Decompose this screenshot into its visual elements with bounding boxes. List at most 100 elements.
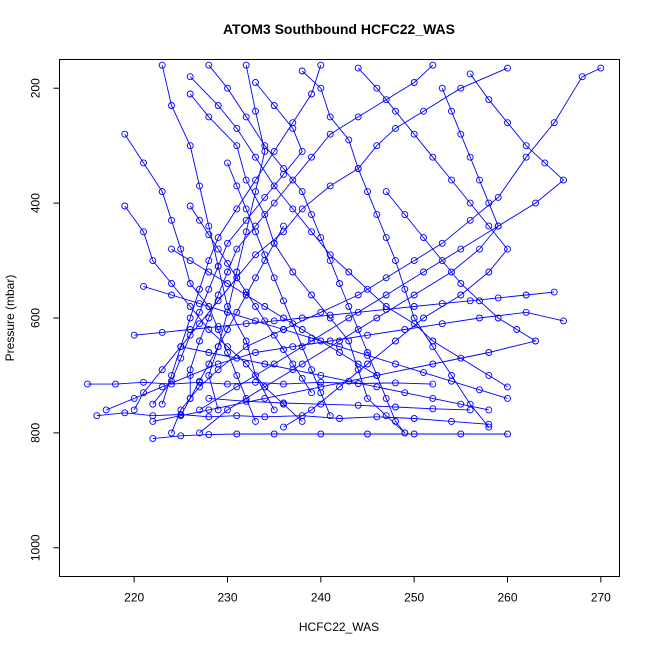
data-point: [196, 285, 203, 293]
data-point: [298, 188, 306, 196]
data-point: [270, 239, 278, 247]
data-point: [578, 73, 586, 81]
data-point: [261, 413, 269, 421]
data-point: [280, 222, 287, 230]
data-point: [373, 84, 381, 92]
data-point: [261, 383, 269, 391]
data-point: [438, 239, 446, 247]
data-point: [140, 282, 147, 290]
data-point: [410, 415, 418, 422]
data-point: [522, 308, 530, 316]
y-tick-label: 1000: [29, 534, 43, 561]
data-point: [466, 297, 474, 305]
data-point: [392, 107, 399, 115]
data-point: [252, 188, 259, 196]
data-point: [186, 257, 194, 265]
data-point: [233, 182, 241, 190]
data-point: [317, 389, 325, 397]
data-point: [261, 142, 269, 150]
data-point: [448, 268, 455, 276]
data-point: [504, 245, 511, 253]
data-point: [485, 222, 493, 230]
data-point: [205, 371, 213, 379]
data-point: [168, 102, 175, 109]
data-point: [224, 380, 231, 388]
data-point: [233, 383, 241, 391]
data-point: [522, 142, 530, 150]
data-point: [466, 70, 474, 78]
data-point: [308, 406, 315, 414]
data-point: [186, 73, 194, 81]
y-tick-label: 200: [29, 78, 43, 98]
data-point: [252, 153, 259, 161]
data-point: [158, 188, 166, 196]
series-line: [143, 285, 508, 399]
data-point: [233, 412, 241, 420]
data-point: [392, 417, 399, 425]
data-point: [420, 314, 427, 322]
data-point: [382, 96, 390, 104]
data-point: [429, 153, 437, 161]
data-point: [354, 326, 362, 333]
data-point: [420, 234, 427, 242]
data-point: [438, 257, 446, 265]
data-point: [298, 205, 306, 213]
data-point: [270, 430, 278, 438]
data-point: [457, 354, 465, 362]
data-point: [317, 234, 325, 242]
data-point: [252, 274, 259, 282]
data-point: [476, 297, 483, 305]
data-point: [410, 257, 418, 265]
data-point: [410, 130, 418, 138]
data-point: [429, 405, 437, 413]
data-point: [317, 84, 325, 92]
data-point: [448, 176, 455, 184]
data-point: [196, 308, 203, 316]
data-point: [242, 113, 250, 121]
data-point: [522, 291, 530, 299]
data-point: [298, 326, 306, 333]
data-point: [392, 337, 399, 345]
data-point: [149, 417, 157, 425]
series-line: [152, 82, 303, 405]
data-point: [242, 61, 250, 69]
data-point: [289, 320, 297, 328]
data-point: [504, 64, 511, 72]
data-point: [196, 337, 203, 345]
data-point: [261, 211, 269, 219]
data-point: [457, 430, 465, 438]
x-tick-label: 250: [404, 591, 424, 605]
series-line: [87, 381, 433, 385]
series-line: [208, 397, 471, 411]
data-point: [270, 147, 278, 155]
data-point: [392, 403, 399, 411]
data-point: [401, 326, 409, 333]
data-point: [401, 429, 409, 437]
data-point: [214, 291, 222, 299]
data-point: [354, 360, 362, 368]
data-point: [420, 107, 427, 115]
data-point: [233, 308, 241, 316]
data-point: [354, 113, 362, 121]
data-point: [401, 285, 409, 293]
data-point: [205, 61, 213, 69]
data-point: [466, 406, 474, 414]
data-point: [392, 360, 399, 368]
data-point: [168, 280, 175, 287]
data-point: [280, 314, 287, 322]
data-point: [504, 394, 511, 402]
data-point: [242, 205, 250, 213]
data-point: [168, 216, 175, 224]
data-point: [289, 268, 297, 276]
data-point: [177, 412, 185, 420]
series-line: [180, 346, 489, 411]
data-point: [205, 257, 213, 265]
data-point: [317, 308, 325, 316]
data-point: [205, 394, 213, 402]
data-point: [345, 268, 353, 276]
series-line: [96, 412, 489, 425]
data-point: [532, 199, 539, 207]
data-point: [354, 401, 362, 409]
data-point: [457, 245, 465, 253]
series-line: [124, 205, 303, 422]
